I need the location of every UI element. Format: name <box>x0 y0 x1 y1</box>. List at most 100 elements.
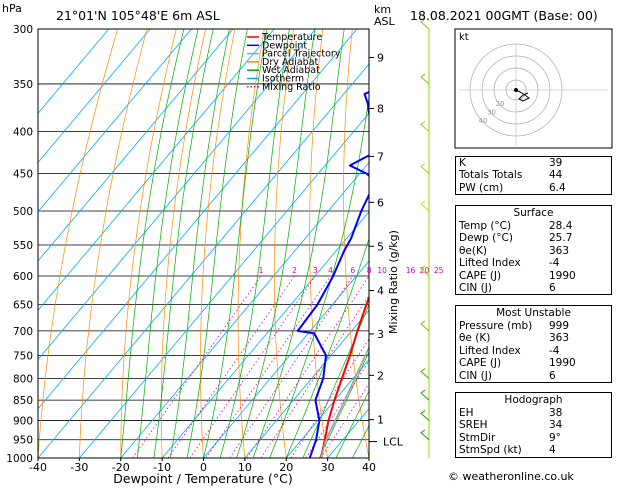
wet-adiabat-line <box>302 303 369 458</box>
wet-adiabat-line <box>203 29 268 458</box>
mixing-ratio-label: 2 <box>292 266 297 275</box>
pressure-tick-label: 850 <box>13 395 33 407</box>
dry-adiabat-line <box>343 29 369 458</box>
wind-barb <box>420 429 430 441</box>
row-label: SREH <box>459 419 488 432</box>
dry-adiabat-line <box>309 29 328 458</box>
row-value: 6 <box>549 369 556 382</box>
isotherm-line <box>79 112 369 458</box>
table-row: Pressure (mb) 999 <box>456 320 611 332</box>
km-label: km <box>374 3 391 16</box>
row-label: Dewp (°C) <box>459 232 513 245</box>
legend-item-label: Dry Adiabat <box>262 57 319 68</box>
table-row: K 39 <box>456 157 611 169</box>
row-label: Totals Totals <box>459 169 523 182</box>
row-label: Lifted Index <box>459 344 521 357</box>
isotherm-line <box>38 63 369 458</box>
hodograph-table: Hodograph EH 38 SREH 34 StmDir 9° StmSpd (kt) 4 <box>455 392 612 458</box>
wet-adiabat-line <box>236 29 316 458</box>
row-value: 38 <box>549 407 563 419</box>
row-label: PW (cm) <box>459 181 504 194</box>
table-row: Temp (°C) 28.4 <box>456 220 611 232</box>
dry-adiabat-line <box>409 29 452 458</box>
plot-frame <box>37 28 370 459</box>
row-label: CIN (J) <box>459 369 492 382</box>
wet-adiabat-line <box>219 29 290 458</box>
legend-item-label: Mixing Ratio <box>262 82 321 93</box>
table-row: Totals Totals 44 <box>456 169 611 181</box>
pressure-tick-label: 400 <box>13 127 33 139</box>
mixing-ratio-label: 3 <box>313 266 318 275</box>
row-value: 28.4 <box>549 220 573 232</box>
row-value: 999 <box>549 320 570 332</box>
wind-barb <box>420 73 430 85</box>
row-value: 363 <box>549 244 570 257</box>
mixing-ratio-line <box>320 382 369 458</box>
lcl-label: LCL <box>383 436 404 449</box>
pressure-tick-label: 450 <box>13 168 33 180</box>
pressure-tick-label: 550 <box>13 240 33 252</box>
wind-barb <box>420 200 430 212</box>
mixing-ratio-line <box>229 275 354 458</box>
temperature-tick-label: -20 <box>112 461 130 474</box>
mixing-ratio-label: 8 <box>367 266 372 275</box>
row-label: StmSpd (kt) <box>459 444 522 457</box>
temperature-profile <box>320 294 369 458</box>
km-tick-label: 3 <box>377 328 384 341</box>
row-value: 39 <box>549 157 563 169</box>
row-label: Temp (°C) <box>459 220 512 232</box>
table-row: θe (K) 363 <box>456 332 611 344</box>
km-tick-label: 2 <box>377 369 384 382</box>
x-axis-label: Dewpoint / Temperature (°C) <box>113 471 292 486</box>
hodograph-ring-label: 40 <box>478 117 487 125</box>
date-title: 18.08.2021 00GMT (Base: 00) <box>410 8 598 23</box>
km-tick-label: 9 <box>377 52 384 65</box>
mixing-ratio-label: 25 <box>434 266 444 275</box>
mixing-ratio-label: 16 <box>406 266 416 275</box>
table-row: SREH 34 <box>456 419 611 431</box>
isotherm-line <box>38 29 192 213</box>
isotherm-line <box>38 29 316 361</box>
mixing-ratio-label: 20 <box>420 266 430 275</box>
table-row: CAPE (J) 1990 <box>456 270 611 282</box>
table-row: CIN (J) 6 <box>456 370 611 382</box>
mixing-ratio-label: 4 <box>328 266 333 275</box>
wind-profile-column <box>420 18 430 458</box>
wet-adiabat-line <box>136 29 199 458</box>
km-tick-label: 5 <box>377 240 384 253</box>
surface-table: Surface Temp (°C) 28.4 Dewp (°C) 25.7 θe(K) 36… <box>455 205 612 296</box>
row-label: K <box>459 157 466 169</box>
temperature-tick-label: 40 <box>362 461 376 474</box>
dry-adiabat-line <box>237 29 265 458</box>
temperature-tick-label: 30 <box>321 461 335 474</box>
dry-adiabat-line <box>274 29 294 458</box>
wind-barb <box>420 163 430 174</box>
footer-credit: © weatheronline.co.uk <box>448 470 574 483</box>
table-row: EH 38 <box>456 407 611 419</box>
km-tick-label: 8 <box>377 103 384 116</box>
wind-barb <box>420 389 430 401</box>
hodograph-ring-label: 30 <box>487 108 496 116</box>
table-title: Most Unstable <box>496 307 571 319</box>
table-row: CAPE (J) 1990 <box>456 357 611 369</box>
table-row: Lifted Index -4 <box>456 257 611 269</box>
dry-adiabat-line <box>38 29 118 458</box>
mixing-ratio-line <box>189 275 316 458</box>
temperature-tick-label: 10 <box>238 461 252 474</box>
km-tick-label: 4 <box>377 285 384 298</box>
row-value: 6 <box>549 281 556 294</box>
isotherm-line <box>244 309 369 458</box>
row-value: 25.7 <box>549 232 573 245</box>
table-title: Hodograph <box>504 394 563 406</box>
temperature-tick-label: 0 <box>200 461 207 474</box>
temperature-tick-label: 20 <box>279 461 293 474</box>
legend-item-label: Dewpoint <box>262 40 307 51</box>
dry-adiabat-line <box>160 29 206 458</box>
wind-barb <box>420 368 430 379</box>
isotherm-line <box>38 29 358 410</box>
temperature-tick-label: -40 <box>29 461 47 474</box>
wind-barb <box>420 265 430 277</box>
hodograph-frame <box>454 28 613 149</box>
legend-item-label: Wet Adiabat <box>262 65 320 76</box>
asl-label: ASL <box>374 15 396 28</box>
